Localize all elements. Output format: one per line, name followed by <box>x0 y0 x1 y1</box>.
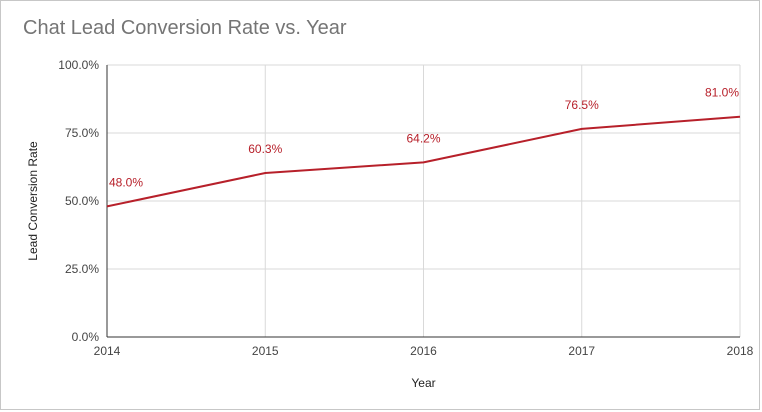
data-labels: 48.0% 60.3% 64.2% 76.5% 81.0% <box>109 86 739 190</box>
data-label: 76.5% <box>565 98 599 112</box>
y-tick-label: 25.0% <box>65 262 99 276</box>
y-axis-title: Lead Conversion Rate <box>26 141 40 261</box>
x-tick-label: 2018 <box>727 344 754 358</box>
y-tick-label: 75.0% <box>65 126 99 140</box>
series <box>106 115 741 208</box>
data-label: 64.2% <box>406 131 440 145</box>
x-tick-label: 2016 <box>410 344 437 358</box>
x-tick-label: 2015 <box>252 344 279 358</box>
x-tick-label: 2017 <box>568 344 595 358</box>
gridlines <box>107 64 741 337</box>
series-line <box>106 115 741 208</box>
y-tick-label: 0.0% <box>72 330 100 344</box>
chart-title: Chat Lead Conversion Rate vs. Year <box>23 17 347 39</box>
data-label: 48.0% <box>109 175 143 189</box>
y-tick-label: 100.0% <box>58 58 99 72</box>
data-label: 81.0% <box>705 86 739 100</box>
data-label: 60.3% <box>248 142 282 156</box>
axes: 0.0% 25.0% 50.0% 75.0% 100.0% 2014 2015 2016 201… <box>58 58 753 358</box>
x-tick-label: 2014 <box>94 344 121 358</box>
y-tick-label: 50.0% <box>65 194 99 208</box>
x-axis-title: Year <box>411 376 435 390</box>
